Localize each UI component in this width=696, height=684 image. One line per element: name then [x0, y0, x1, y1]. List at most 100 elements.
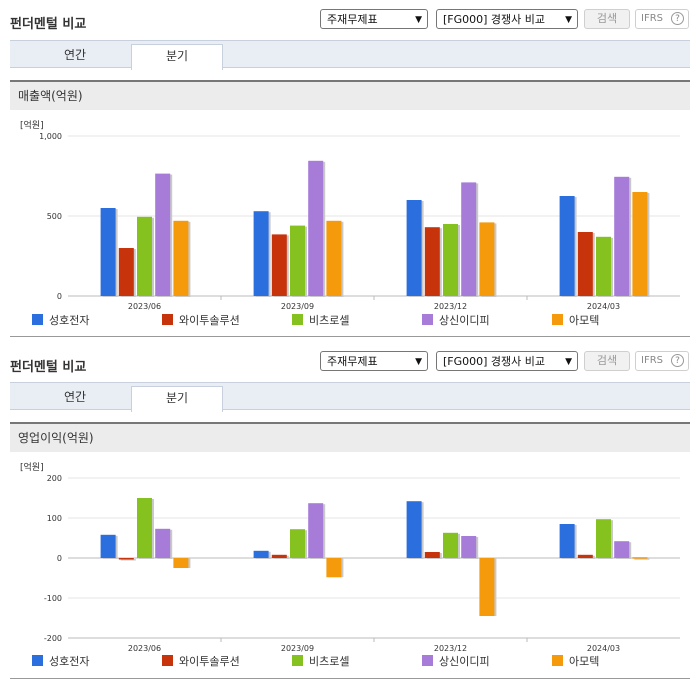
bar — [577, 554, 593, 558]
statement-select-value: 주재무제표 — [327, 355, 378, 368]
ifrs-button[interactable]: IFRS? — [635, 351, 689, 371]
tab-annual[interactable]: 연간 — [63, 390, 87, 404]
y-tick-label: 0 — [57, 554, 62, 563]
legend-swatch — [552, 314, 563, 325]
y-tick-label: 100 — [47, 514, 62, 523]
legend-item[interactable]: 성호전자 — [32, 654, 89, 670]
section-title: 펀더멘털 비교 — [10, 360, 87, 375]
x-tick-label: 2023/12 — [434, 302, 467, 311]
bar — [479, 558, 495, 616]
legend-item[interactable]: 아모텍 — [552, 654, 599, 670]
ifrs-label: IFRS — [641, 355, 663, 366]
legend-item[interactable]: 와이투솔루션 — [162, 654, 240, 670]
peer-select[interactable]: [FG000] 경쟁사 비교 ▼ — [436, 351, 578, 371]
bar — [614, 176, 630, 296]
y-tick-label: 0 — [57, 292, 62, 301]
chart-legend: 성호전자 와이투솔루션 비츠로셀 상신이디피 아모텍 — [10, 313, 690, 329]
x-tick-label: 2023/09 — [281, 644, 314, 653]
bar — [100, 208, 116, 296]
bar — [155, 173, 171, 296]
legend-item[interactable]: 성호전자 — [32, 313, 89, 329]
statement-select[interactable]: 주재무제표 ▼ — [320, 351, 428, 371]
fundamental-section-1: 펀더멘털 비교 주재무제표 ▼ [FG000] 경쟁사 비교 ▼ 검색 IFRS? … — [0, 0, 696, 340]
ifrs-label: IFRS — [641, 13, 663, 24]
bar — [271, 234, 287, 296]
search-button[interactable]: 검색 — [584, 9, 630, 29]
legend-label: 아모텍 — [569, 655, 600, 668]
divider — [10, 336, 690, 337]
statement-select-value: 주재무제표 — [327, 13, 378, 26]
legend-item[interactable]: 와이투솔루션 — [162, 313, 240, 329]
legend-swatch — [32, 314, 43, 325]
bar — [559, 524, 575, 558]
legend-item[interactable]: 비츠로셀 — [292, 313, 349, 329]
bar — [406, 501, 422, 558]
statement-select[interactable]: 주재무제표 ▼ — [320, 9, 428, 29]
legend-item[interactable]: 비츠로셀 — [292, 654, 349, 670]
chevron-down-icon: ▼ — [415, 357, 422, 367]
chart-legend: 성호전자 와이투솔루션 비츠로셀 상신이디피 아모텍 — [10, 654, 690, 670]
divider — [10, 678, 690, 679]
tab-annual[interactable]: 연간 — [63, 48, 87, 62]
bar — [596, 236, 611, 296]
bar — [253, 550, 269, 558]
bar — [443, 224, 458, 296]
peer-select[interactable]: [FG000] 경쟁사 비교 ▼ — [436, 9, 578, 29]
bar — [559, 196, 575, 296]
bar — [461, 182, 477, 296]
bar — [424, 552, 440, 558]
tab-quarterly[interactable]: 분기 — [131, 44, 223, 70]
x-tick-label: 2024/03 — [587, 644, 620, 653]
bar — [173, 558, 189, 568]
y-tick-label: 1,000 — [39, 132, 62, 141]
legend-swatch — [162, 314, 173, 325]
legend-item[interactable]: 상신이디피 — [422, 313, 490, 329]
bar — [308, 503, 324, 558]
legend-item[interactable]: 아모텍 — [552, 313, 599, 329]
chart-header: 매출액(억원) — [10, 80, 690, 110]
y-unit-label: [억원] — [20, 461, 44, 473]
bar — [479, 222, 495, 296]
bar — [155, 528, 171, 558]
bar — [290, 225, 305, 296]
legend-label: 상신이디피 — [439, 314, 490, 327]
x-tick-label: 2023/12 — [434, 644, 467, 653]
bar — [326, 558, 342, 578]
section-title: 펀더멘털 비교 — [10, 17, 87, 32]
search-button[interactable]: 검색 — [584, 351, 630, 371]
y-tick-label: -200 — [44, 634, 62, 643]
ifrs-button[interactable]: IFRS? — [635, 9, 689, 29]
legend-label: 와이투솔루션 — [179, 314, 240, 327]
legend-item[interactable]: 상신이디피 — [422, 654, 490, 670]
bar — [461, 536, 477, 558]
bar — [137, 498, 152, 558]
legend-label: 아모텍 — [569, 314, 600, 327]
legend-label: 상신이디피 — [439, 655, 490, 668]
legend-label: 성호전자 — [49, 314, 90, 327]
fundamental-section-2: 펀더멘털 비교 주재무제표 ▼ [FG000] 경쟁사 비교 ▼ 검색 IFRS? … — [0, 342, 696, 684]
y-unit-label: [억원] — [20, 119, 44, 131]
y-tick-label: 500 — [47, 212, 62, 221]
legend-label: 비츠로셀 — [309, 314, 350, 327]
period-tabs: 연간 분기 — [10, 382, 690, 412]
bar-shadow — [120, 559, 136, 561]
legend-swatch — [422, 655, 433, 666]
chevron-down-icon: ▼ — [415, 15, 422, 25]
peer-select-value: [FG000] 경쟁사 비교 — [443, 355, 546, 368]
legend-swatch — [422, 314, 433, 325]
bar — [253, 211, 269, 296]
tab-quarterly[interactable]: 분기 — [131, 386, 223, 412]
bar — [118, 248, 134, 296]
help-icon[interactable]: ? — [671, 354, 684, 367]
help-icon[interactable]: ? — [671, 12, 684, 25]
bar — [424, 227, 440, 296]
legend-swatch — [162, 655, 173, 666]
bar — [443, 532, 458, 558]
legend-swatch — [552, 655, 563, 666]
x-tick-label: 2024/03 — [587, 302, 620, 311]
legend-label: 성호전자 — [49, 655, 90, 668]
bar — [577, 232, 593, 296]
revenue-chart: [억원] 0 500 1,000 2023/06 2023/09 2023/12 2024/0… — [20, 119, 680, 311]
chart-header: 영업이익(억원) — [10, 422, 690, 452]
bar — [406, 200, 422, 296]
